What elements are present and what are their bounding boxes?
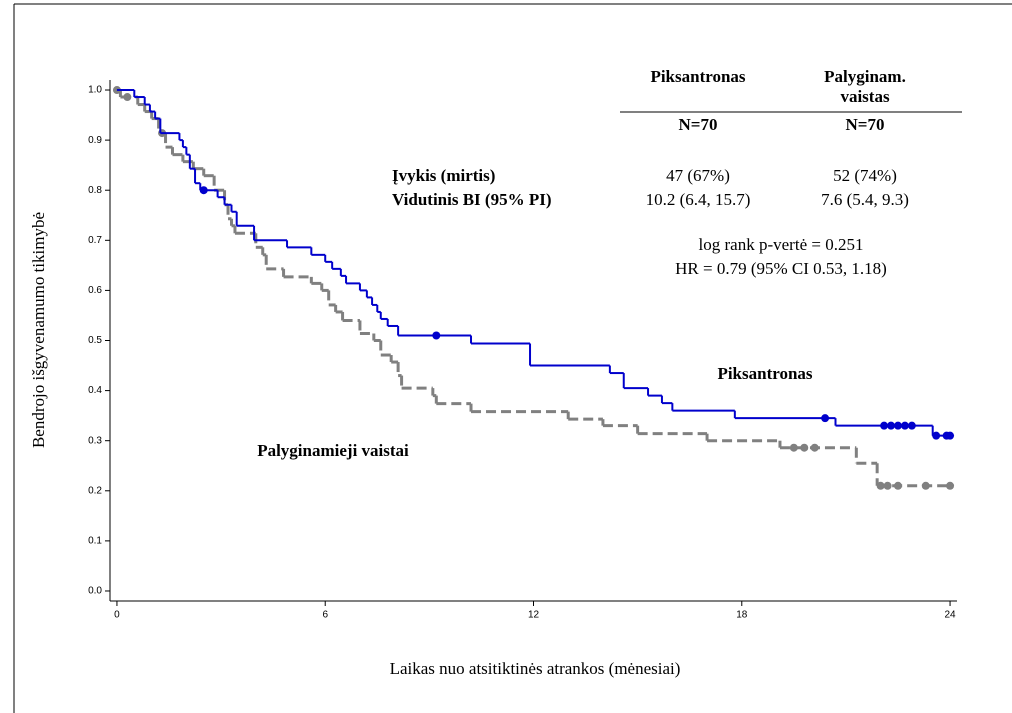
table-cell: 7.6 (5.4, 9.3) [821,190,909,209]
censor-mark [893,481,902,490]
y-tick-label: 0.5 [88,335,102,346]
y-tick-label: 0.6 [88,285,102,296]
table-header: Palyginam. [824,67,906,86]
censor-mark [887,421,896,430]
x-tick-label: 6 [322,610,328,621]
annotation: Palyginamieji vaistai [257,441,409,460]
censor-mark [893,421,902,430]
censor-mark [199,186,208,195]
table-n: N=70 [679,115,718,134]
censor-mark [932,431,941,440]
censor-mark [907,421,916,430]
y-axis-label: Bendrojo išgyvenamumo tikimybė [29,212,48,448]
censor-mark [810,443,819,452]
censor-mark [876,481,885,490]
censor-mark [880,421,889,430]
y-tick-label: 0.8 [88,185,102,196]
y-tick-label: 0.1 [88,536,102,547]
censor-mark [789,443,798,452]
table-cell: 10.2 (6.4, 15.7) [646,190,751,209]
censor-mark [900,421,909,430]
y-tick-label: 0.2 [88,485,102,496]
x-tick-label: 18 [736,610,748,621]
table-n: N=70 [846,115,885,134]
y-tick-label: 0.0 [88,586,102,597]
y-tick-label: 0.3 [88,435,102,446]
table-cell: 52 (74%) [833,166,897,185]
y-tick-label: 0.7 [88,235,102,246]
censor-mark [800,443,809,452]
row-label: Vidutinis BI (95% PI) [392,190,551,209]
row-label: Įvykis (mirtis) [392,166,495,185]
censor-mark [883,481,892,490]
table-header: Piksantronas [650,67,745,86]
y-tick-label: 0.4 [88,385,102,396]
x-tick-label: 12 [528,610,540,621]
y-tick-label: 1.0 [88,85,102,96]
censor-mark [946,431,955,440]
note: HR = 0.79 (95% CI 0.53, 1.18) [675,259,887,278]
table-header: vaistas [840,87,890,106]
censor-mark [921,481,930,490]
annotation: Piksantronas [717,364,812,383]
x-axis-label: Laikas nuo atsitiktinės atrankos (mėnesi… [390,659,681,678]
censor-mark [432,331,441,340]
table-cell: 47 (67%) [666,166,730,185]
y-tick-label: 0.9 [88,135,102,146]
x-tick-label: 0 [114,610,120,621]
censor-mark [123,93,132,102]
note: log rank p-vertė = 0.251 [699,235,864,254]
censor-mark [946,481,955,490]
censor-mark [821,414,830,423]
x-tick-label: 24 [944,610,956,621]
